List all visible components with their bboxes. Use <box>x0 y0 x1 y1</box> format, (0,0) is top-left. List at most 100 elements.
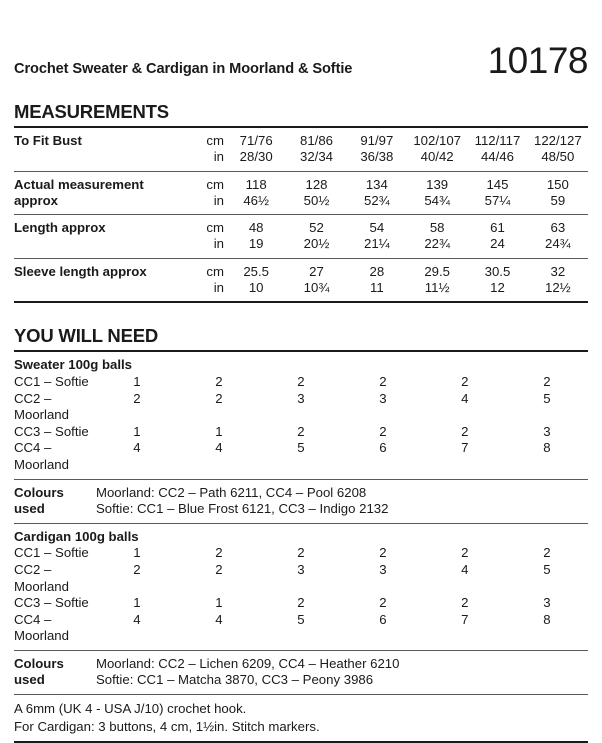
yarn-quantity: 8 <box>543 611 551 627</box>
table-row: in 28/30 32/34 36/38 40/42 44/46 48/50 <box>14 149 588 170</box>
unit-in: in <box>213 236 224 252</box>
table-row: in 19 20½ 21¼ 22¾ 24 24¾ <box>14 236 588 257</box>
page-title: Crochet Sweater & Cardigan in Moorland &… <box>14 61 353 77</box>
unit-cm: cm <box>206 133 224 148</box>
measurement-value: 139 <box>426 176 449 192</box>
measurement-value: 40/42 <box>420 149 454 165</box>
yarn-quantity: 2 <box>215 561 223 577</box>
yarn-label: CC2 – Moorland <box>14 390 69 423</box>
yarn-quantity: 2 <box>215 545 223 561</box>
measurement-value: 20½ <box>303 236 330 252</box>
measurement-value: 102/107 <box>413 133 461 148</box>
colours-used-label: Colours used <box>14 484 64 517</box>
measurement-value: 150 <box>546 176 569 192</box>
measurement-value: 128 <box>305 176 328 192</box>
yarn-quantity: 3 <box>297 561 305 577</box>
colours-used-line: Softie: CC1 – Blue Frost 6121, CC3 – Ind… <box>95 501 389 517</box>
table-row: CC1 – Softie 1 2 2 2 2 2 <box>14 545 588 562</box>
table-row: Length approx cm 48 52 54 58 61 63 <box>14 215 588 237</box>
measurement-label-line1: To Fit Bust <box>14 133 82 148</box>
unit-cm: cm <box>206 263 224 279</box>
pattern-page: Crochet Sweater & Cardigan in Moorland &… <box>14 0 589 743</box>
row-separator <box>14 478 588 480</box>
measurement-value: 61 <box>490 220 505 236</box>
yarn-quantity: 1 <box>133 595 141 611</box>
table-row: CC1 – Softie 1 2 2 2 2 2 <box>14 374 588 391</box>
yarn-quantity: 4 <box>461 390 469 406</box>
you-will-need-heading: YOU WILL NEED <box>14 325 159 347</box>
measurement-value: 145 <box>486 176 509 192</box>
colours-used-label: Colours used <box>14 655 64 688</box>
unit-cm: cm <box>206 220 224 236</box>
yarn-quantity: 1 <box>133 373 141 389</box>
yarn-quantity: 5 <box>297 611 305 627</box>
yarn-quantity: 4 <box>215 440 223 456</box>
measurement-value: 30.5 <box>484 263 511 279</box>
measurement-value: 122/127 <box>533 133 582 148</box>
yarn-quantity: 5 <box>297 440 305 456</box>
yarn-quantity: 7 <box>461 440 469 456</box>
yarn-quantity: 1 <box>133 423 141 439</box>
measurement-value: 10 <box>248 280 264 296</box>
yarn-quantity: 2 <box>133 390 141 406</box>
table-row: Softie: CC1 – Matcha 3870, CC3 – Peony 3… <box>14 672 588 694</box>
sweater-balls-title: Sweater 100g balls <box>14 357 133 373</box>
measurement-value: 28/30 <box>239 149 273 165</box>
measurement-label: Sleeve length approx <box>14 258 192 301</box>
list-item: Cardigan 100g balls <box>14 523 588 545</box>
colours-used-line: Moorland: CC2 – Path 6211, CC4 – Pool 62… <box>95 484 367 500</box>
colours-used-line: Softie: CC1 – Matcha 3870, CC3 – Peony 3… <box>95 672 374 688</box>
yarn-quantity: 2 <box>461 423 469 439</box>
yarn-quantity: 4 <box>215 611 223 627</box>
measurement-value: 28 <box>369 263 385 279</box>
measurement-value: 71/76 <box>239 133 273 148</box>
measurement-label-line1: Length approx <box>14 220 106 236</box>
you-will-need-top-rule <box>14 350 588 353</box>
measurements-heading: MEASUREMENTS <box>14 101 169 122</box>
row-separator <box>14 649 588 651</box>
yarn-label: CC3 – Softie <box>14 423 89 439</box>
unit-cm: cm <box>206 176 224 192</box>
you-will-need-table: Sweater 100g balls CC1 – Softie 1 2 2 2 … <box>14 352 588 695</box>
measurement-value: 10¾ <box>303 280 330 296</box>
yarn-quantity: 2 <box>297 545 305 561</box>
table-row: in 46½ 50½ 52¾ 54¾ 57¼ 59 <box>14 193 588 214</box>
measurement-value: 44/46 <box>480 149 514 165</box>
document-header: Crochet Sweater & Cardigan in Moorland &… <box>14 0 589 79</box>
row-separator <box>14 214 588 215</box>
yarn-quantity: 2 <box>461 545 469 561</box>
measurement-value: 36/38 <box>360 149 394 165</box>
measurement-value: 59 <box>550 192 566 208</box>
measurement-value: 12½ <box>544 280 571 296</box>
measurement-value: 29.5 <box>424 263 450 279</box>
table-row: CC2 – Moorland 2 2 3 3 4 5 <box>14 562 588 595</box>
measurement-value: 58 <box>429 220 445 236</box>
row-separator <box>14 522 588 524</box>
measurement-value: 54 <box>369 220 385 236</box>
yarn-quantity: 1 <box>133 545 141 561</box>
buttons-note: For Cardigan: 3 buttons, 4 cm, 1½in. Sti… <box>14 718 320 734</box>
yarn-quantity: 3 <box>379 561 387 577</box>
yarn-quantity: 4 <box>461 561 469 577</box>
measurement-value: 11½ <box>424 280 450 296</box>
measurements-body: To Fit Bust cm 71/76 81/86 91/97 102/107… <box>14 128 588 304</box>
requirements-notes: A 6mm (UK 4 - USA J/10) crochet hook. Fo… <box>14 695 588 741</box>
you-will-need-body: Sweater 100g balls CC1 – Softie 1 2 2 2 … <box>14 352 588 695</box>
measurement-label: Length approx <box>14 215 192 258</box>
yarn-quantity: 2 <box>215 373 223 389</box>
measurement-label-line1: Sleeve length approx <box>14 263 147 279</box>
table-row: Sleeve length approx cm 25.5 27 28 29.5 … <box>14 258 588 280</box>
yarn-quantity: 3 <box>543 423 551 439</box>
measurements-bottom-rule <box>14 300 588 304</box>
measurement-value: 46½ <box>243 192 269 208</box>
yarn-quantity: 6 <box>379 611 387 627</box>
yarn-quantity: 2 <box>461 373 469 389</box>
measurement-value: 12 <box>490 280 505 296</box>
measurement-value: 22¾ <box>424 236 450 252</box>
yarn-label: CC1 – Softie <box>14 373 89 389</box>
yarn-quantity: 3 <box>297 390 305 406</box>
table-row: Colours used Moorland: CC2 – Path 6211, … <box>14 479 588 517</box>
yarn-quantity: 6 <box>379 440 387 456</box>
measurement-value: 48 <box>248 220 264 236</box>
yarn-label: CC3 – Softie <box>14 595 89 611</box>
